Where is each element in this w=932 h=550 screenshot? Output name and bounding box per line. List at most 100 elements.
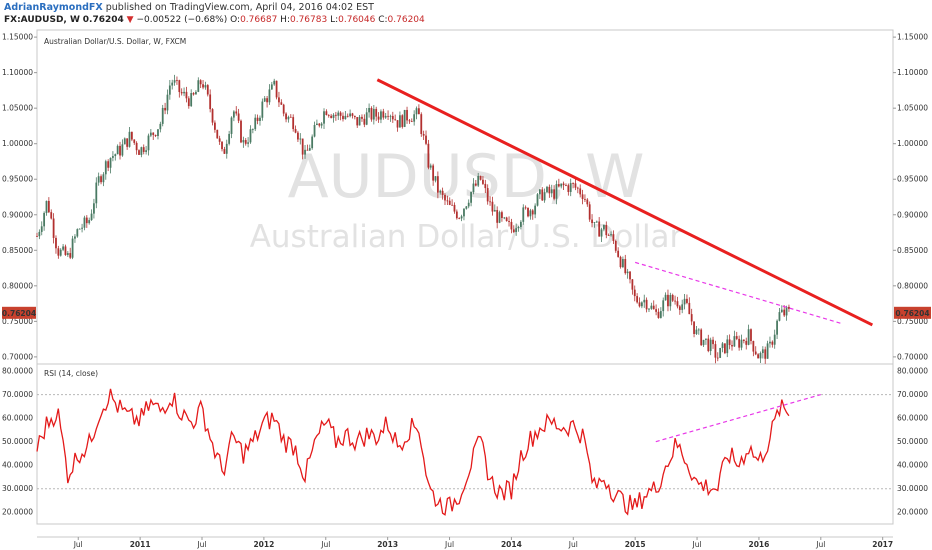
candle-body (719, 348, 722, 358)
candle-body (90, 213, 93, 221)
candle-body (47, 200, 50, 213)
candle-body (705, 338, 707, 340)
rsi-tick-label-right: 40.0000 (897, 461, 928, 470)
time-tick-label: 2012 (253, 540, 274, 549)
open-label: O: (230, 15, 241, 25)
watermark-name: Australian Dollar/U.S. Dollar (250, 219, 683, 255)
candle-body (76, 229, 79, 237)
candle-body (588, 204, 591, 220)
candle-body (586, 199, 589, 205)
candle-body (349, 113, 352, 117)
candle-body (510, 221, 513, 230)
candle-body (133, 139, 136, 143)
candle-body (294, 129, 297, 133)
candle-body (126, 138, 129, 147)
candle-body (560, 183, 563, 187)
candle-body (275, 80, 278, 98)
price-tick-label-right: 0.90000 (897, 210, 928, 219)
candle-body (707, 338, 710, 352)
candle-body (370, 107, 373, 120)
candle-body (301, 138, 304, 155)
candle-body (365, 112, 368, 125)
candle-body (145, 150, 148, 152)
candle-body (742, 339, 745, 341)
candle-body (572, 183, 574, 184)
candle-body (254, 117, 257, 130)
candle-body (292, 117, 295, 130)
time-tick-label: 2015 (625, 540, 646, 549)
candle-body (429, 165, 432, 168)
candle-body (358, 116, 361, 126)
candle-body (176, 80, 178, 81)
time-tick-label: Jul (196, 540, 206, 549)
candle-body (716, 357, 719, 359)
candle-body (432, 165, 435, 181)
candle-body (363, 118, 366, 125)
price-tick-label-left: 0.90000 (2, 210, 33, 219)
candle-body (482, 179, 484, 184)
candle-body (396, 120, 399, 128)
candle-body (408, 120, 411, 122)
candle-body (723, 343, 726, 354)
candle-body (591, 219, 593, 224)
candle-body (773, 334, 776, 345)
candle-body (527, 207, 529, 217)
candle-body (417, 108, 420, 115)
candle-body (631, 279, 634, 290)
time-tick-label: 2011 (130, 540, 151, 549)
candle-body (486, 188, 489, 202)
candle-body (463, 208, 465, 217)
candle-body (268, 89, 271, 103)
candle-body (323, 111, 325, 124)
candle-body (100, 176, 102, 183)
rsi-tick-label-right: 20.0000 (897, 508, 928, 517)
candle-body (498, 212, 501, 223)
time-tick-label: Jul (320, 540, 330, 549)
candle-body (584, 199, 586, 200)
candle-body (202, 84, 204, 88)
candle-body (197, 80, 200, 92)
candle-body (221, 141, 223, 150)
candle-body (107, 161, 110, 168)
candle-body (565, 185, 567, 186)
candle-body (339, 112, 342, 116)
rsi-tick-label-left: 50.0000 (2, 437, 33, 446)
candle-body (761, 349, 764, 354)
rsi-tick-label-right: 30.0000 (897, 484, 928, 493)
candle-body (626, 271, 629, 274)
candle-body (403, 109, 406, 127)
last-price-label-right: 0.76204 (895, 309, 929, 318)
price-tick-label-right: 1.00000 (897, 139, 928, 148)
candle-body (327, 115, 330, 116)
candle-body (636, 296, 639, 303)
candle-body (242, 140, 245, 143)
candle-body (508, 221, 510, 222)
candle-body (52, 218, 55, 238)
candle-body (505, 217, 508, 222)
watermark-symbol: AUDUSD, W (288, 142, 645, 212)
candle-body (548, 186, 551, 194)
candle-body (391, 115, 394, 120)
candle-body (351, 113, 354, 116)
rsi-line (36, 388, 790, 516)
candle-body (470, 192, 472, 203)
candle-body (394, 119, 397, 121)
candle-body (614, 240, 617, 251)
candle-body (280, 102, 283, 105)
candle-body (36, 236, 38, 237)
time-tick-label: Jul (692, 540, 702, 549)
candle-body (425, 135, 427, 144)
candle-body (297, 132, 299, 140)
author-link[interactable]: AdrianRaymondFX (4, 2, 103, 13)
candle-body (356, 117, 359, 126)
candle-body (344, 115, 347, 120)
candle-body (619, 256, 622, 268)
rsi-tick-label-right: 50.0000 (897, 437, 928, 446)
rsi-title: RSI (14, close) (44, 369, 98, 378)
close-label: C: (378, 15, 388, 25)
candle-body (652, 305, 655, 310)
time-tick-label: Jul (568, 540, 578, 549)
price-tick-label-right: 0.95000 (897, 175, 928, 184)
publish-info: AdrianRaymondFX published on TradingView… (4, 2, 374, 13)
